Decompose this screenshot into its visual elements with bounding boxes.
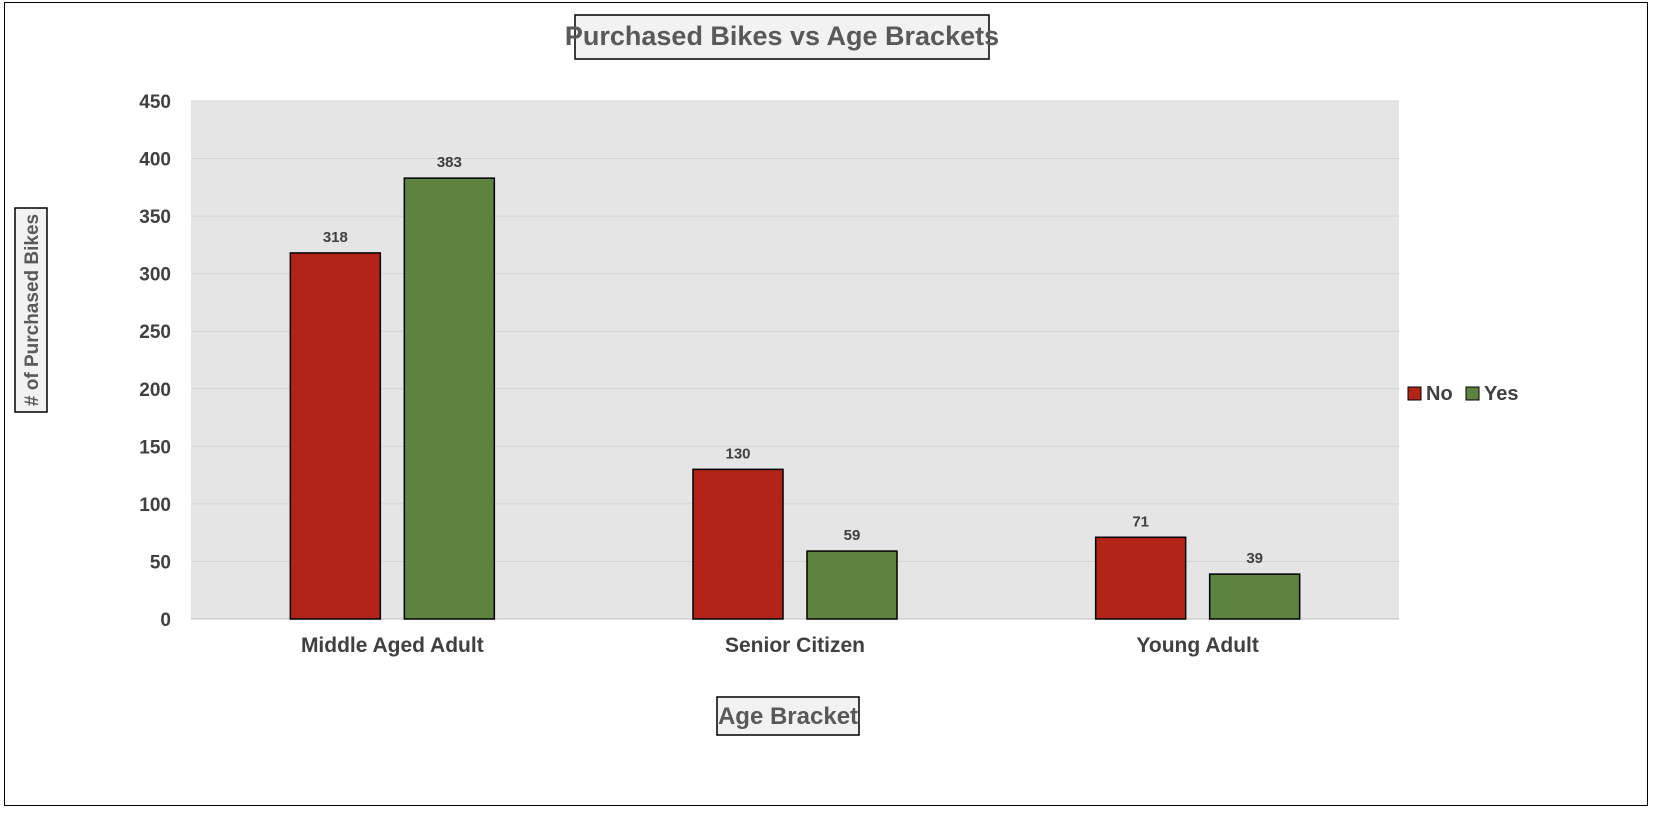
bar-chart: 0 50 100 150 200 250 300 350 400 450 318 383 130 59 7… [14,14,1518,736]
y-tick-label: 0 [160,610,171,631]
bar-no [289,252,382,620]
bar-no [1094,536,1187,620]
y-tick-label: 300 [139,265,171,286]
y-tick-label: 350 [139,207,171,228]
y-axis-title: # of Purchased Bikes [22,214,43,406]
y-tick-label: 150 [139,437,171,458]
y-tick-label: 200 [139,380,171,401]
legend: No Yes [1407,383,1518,405]
legend-label-yes: Yes [1484,383,1518,405]
gridlines [191,100,1399,620]
chart-title-box: Purchased Bikes vs Age Brackets [565,14,999,60]
x-axis-category-labels: Middle Aged Adult Senior Citizen Young Adu… [301,634,1259,657]
plot-area [191,101,1399,619]
data-label: 130 [725,445,750,462]
bar-yes [1208,573,1301,620]
chart-title: Purchased Bikes vs Age Brackets [565,21,999,51]
chart-area: 0 50 100 150 200 250 300 350 400 450 318 383 130 59 7… [4,2,1648,806]
legend-swatch-yes [1465,386,1480,401]
bars [289,177,1301,620]
x-category-label: Senior Citizen [725,634,865,657]
y-tick-label: 450 [139,92,171,113]
legend-swatch-no [1407,386,1422,401]
data-labels: 318 383 130 59 71 39 [323,154,1263,567]
data-label: 383 [437,154,462,171]
data-label: 318 [323,229,348,246]
y-axis-title-box: # of Purchased Bikes [14,207,48,413]
y-tick-label: 50 [150,552,171,573]
bar-yes [806,550,898,620]
y-tick-label: 100 [139,495,171,516]
x-category-label: Young Adult [1136,634,1258,657]
legend-label-no: No [1426,383,1453,405]
y-tick-label: 400 [139,150,171,171]
data-label: 59 [844,527,861,544]
x-category-label: Middle Aged Adult [301,634,484,657]
bar-yes [403,177,496,620]
y-tick-label: 250 [139,322,171,343]
x-axis-title: Age Bracket [718,703,858,730]
bar-no [692,468,784,620]
y-axis-tick-labels: 0 50 100 150 200 250 300 350 400 450 [139,92,171,631]
x-axis-title-box: Age Bracket [716,696,860,736]
data-label: 71 [1132,513,1149,530]
data-label: 39 [1246,550,1263,567]
